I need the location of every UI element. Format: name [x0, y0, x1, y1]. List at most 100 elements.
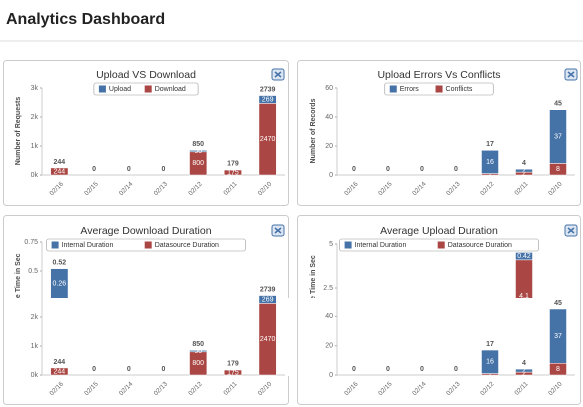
segment-label: 2 [522, 167, 526, 174]
total-label: 0 [420, 366, 424, 373]
segment-label: 4.1 [519, 293, 529, 300]
segment-label: 16 [486, 159, 494, 166]
segment-label: 50 [194, 348, 202, 355]
legend-label: Internal Duration [355, 242, 407, 249]
legend-label: Conflicts [446, 86, 473, 93]
y-tick-label: 0 [329, 172, 333, 179]
total-label: 244 [54, 159, 66, 166]
legend-swatch [435, 85, 443, 93]
total-label: 2739 [260, 286, 276, 293]
total-label: 0 [386, 366, 390, 373]
bar-segment [549, 308, 567, 364]
total-label: 0 [92, 366, 96, 373]
segment-label: 37 [554, 133, 562, 140]
total-label: 45 [554, 300, 562, 307]
segment-label: 2470 [260, 136, 276, 143]
total-label: 0 [352, 366, 356, 373]
y-tick-label: 40 [325, 313, 333, 320]
segment-label: 2 [522, 367, 526, 374]
y-tick-label: 0k [31, 172, 39, 179]
segment-label: 244 [54, 168, 66, 175]
segment-label: 8 [556, 366, 560, 373]
segment-label: 269 [262, 96, 274, 103]
total-label: 0 [162, 166, 166, 173]
segment-label: 50 [194, 148, 202, 155]
y-tick-label: 0.5 [28, 268, 38, 275]
total-label: 179 [227, 361, 239, 368]
legend-swatch [51, 241, 59, 249]
legend-swatch [344, 241, 352, 249]
total-label: 0.52 [53, 260, 67, 267]
legend-label: Errors [400, 86, 420, 93]
expand-button[interactable] [564, 224, 578, 237]
expand-button[interactable] [271, 68, 285, 81]
y-tick-label: 1k [31, 143, 39, 150]
total-label: 45 [554, 101, 562, 108]
bar-segment [515, 168, 533, 173]
chart-title: Upload Errors Vs Conflicts [377, 69, 500, 81]
total-label: 4 [522, 160, 526, 167]
total-label: 2739 [260, 86, 276, 93]
segment-label: 0.26 [53, 281, 67, 288]
segment-label: 800 [192, 360, 204, 367]
segment-label: 175 [227, 369, 239, 376]
total-label: 17 [486, 141, 494, 148]
bar-segment [258, 295, 277, 304]
y-tick-label: 5 [329, 241, 333, 248]
segment-label: 8 [556, 166, 560, 173]
total-label: 0 [454, 366, 458, 373]
page-title: Analytics Dashboard [6, 11, 165, 28]
expand-button[interactable] [564, 68, 578, 81]
legend-swatch [144, 85, 152, 93]
total-label: 17 [486, 341, 494, 348]
y-tick-label: 0 [329, 372, 333, 379]
legend-label: Upload [109, 86, 131, 93]
total-label: 850 [192, 141, 204, 148]
total-label: 0 [454, 166, 458, 173]
plot-background [12, 298, 289, 376]
segment-label: 2470 [260, 336, 276, 343]
segment-label: 2 [522, 170, 526, 177]
bar-segment [481, 150, 499, 174]
legend-swatch [98, 85, 106, 93]
y-tick-label: 20 [325, 343, 333, 350]
y-axis-title: Number of Requests [15, 97, 22, 166]
legend-label: Internal Duration [62, 242, 114, 249]
y-tick-label: 2k [31, 314, 39, 321]
total-label: 244 [54, 359, 66, 366]
y-tick-label: 1k [31, 343, 39, 350]
chart-title: Average Download Duration [80, 225, 211, 237]
total-label: 850 [192, 341, 204, 348]
total-label: 0 [127, 366, 131, 373]
segment-label: 269 [262, 296, 274, 303]
segment-label: 1 [488, 371, 492, 378]
total-label: 0 [162, 366, 166, 373]
chart-title: Average Upload Duration [380, 225, 498, 237]
y-tick-label: 3k [31, 85, 39, 92]
total-label: 0 [92, 166, 96, 173]
plot-background [307, 298, 579, 376]
total-label: 0 [352, 166, 356, 173]
bar-segment [50, 167, 69, 176]
legend-swatch [144, 241, 152, 249]
y-tick-label: 2.5 [323, 285, 333, 292]
segment-label: 2 [522, 370, 526, 377]
segment-label: 244 [54, 368, 66, 375]
total-label: 179 [227, 161, 239, 168]
chart-title: Upload VS Download [96, 69, 196, 81]
segment-label: 800 [192, 160, 204, 167]
legend-label: Datasource Duration [448, 242, 512, 249]
bar-segment [189, 150, 208, 153]
expand-button[interactable] [271, 224, 285, 237]
y-tick-label: 0k [31, 372, 39, 379]
legend-swatch [389, 85, 397, 93]
total-label: 0 [386, 166, 390, 173]
segment-label: 0.42 [517, 253, 531, 260]
segment-label: 4 [231, 167, 235, 174]
legend-label: Datasource Duration [155, 242, 219, 249]
total-label: 0 [420, 166, 424, 173]
segment-label: 16 [486, 359, 494, 366]
legend-label: Download [155, 86, 186, 93]
bar-segment [258, 95, 277, 104]
